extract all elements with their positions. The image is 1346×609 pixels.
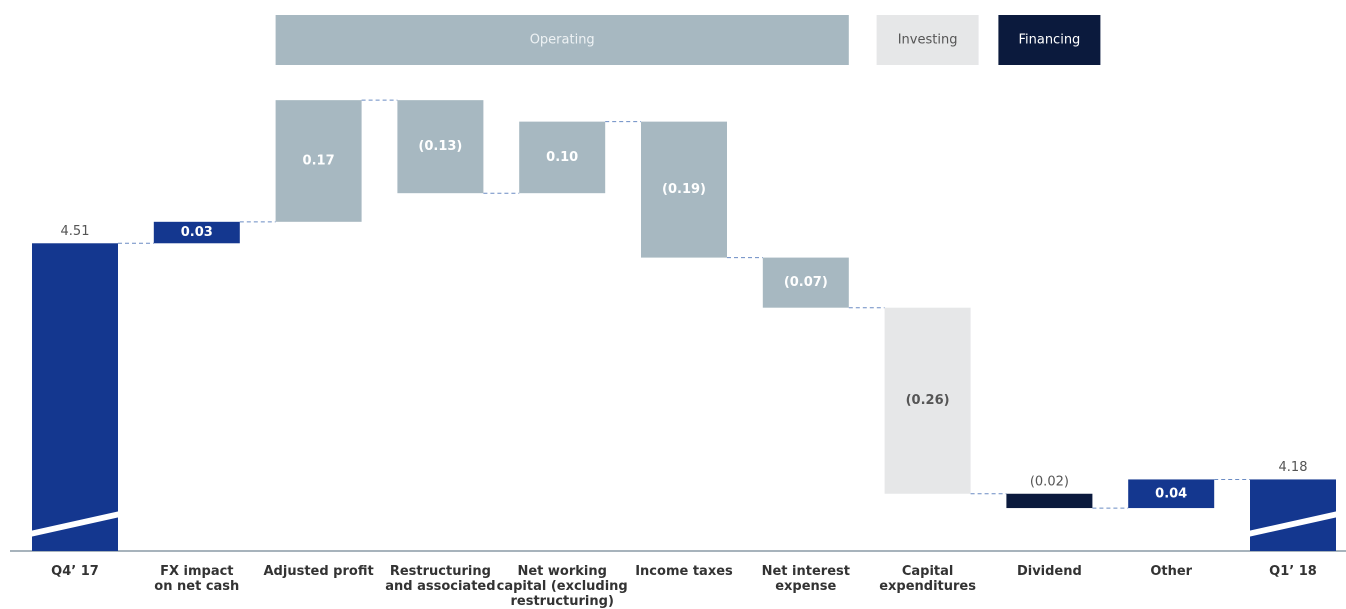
value-label: 0.04 <box>1155 486 1187 501</box>
axis-break <box>1248 511 1338 537</box>
value-label: (0.13) <box>418 139 462 154</box>
x-tick-label: FX impact on net cash <box>154 564 239 594</box>
value-label: (0.07) <box>784 275 828 290</box>
x-tick-label: Income taxes <box>635 564 733 579</box>
value-label: 0.10 <box>546 150 578 165</box>
x-tick-label: Net working capital (excluding restructuri… <box>497 564 628 609</box>
bar <box>275 100 362 222</box>
group-header <box>998 15 1101 65</box>
bar <box>1006 493 1093 509</box>
bar <box>32 243 118 551</box>
value-label: 4.51 <box>61 224 90 239</box>
bar <box>762 257 849 308</box>
x-tick-label: Q1’ 18 <box>1269 564 1317 579</box>
value-label: 0.17 <box>303 153 335 168</box>
x-tick-label: Dividend <box>1017 564 1082 579</box>
x-tick-label: Adjusted profit <box>264 564 374 579</box>
group-header <box>876 15 979 65</box>
x-tick-label: Restructuring and associated <box>385 564 495 594</box>
group-label: Investing <box>898 33 958 48</box>
bar <box>397 100 484 194</box>
axis-break <box>30 511 120 537</box>
value-label: (0.19) <box>662 182 706 197</box>
bar <box>1128 479 1215 509</box>
bar <box>519 121 606 194</box>
x-tick-label: Other <box>1150 564 1192 579</box>
group-label: Financing <box>1018 33 1080 48</box>
x-tick-label: Q4’ 17 <box>51 564 99 579</box>
bar <box>153 221 240 244</box>
x-tick-label: Capital expenditures <box>879 564 976 594</box>
value-label: 4.18 <box>1279 460 1308 475</box>
group-header <box>275 15 849 65</box>
group-label: Operating <box>530 33 595 48</box>
value-label: 0.03 <box>181 225 213 240</box>
value-label: (0.02) <box>1030 474 1069 489</box>
x-tick-label: Net interest expense <box>762 564 850 594</box>
bar <box>641 121 727 258</box>
value-label: (0.26) <box>906 393 950 408</box>
bar <box>884 307 971 494</box>
